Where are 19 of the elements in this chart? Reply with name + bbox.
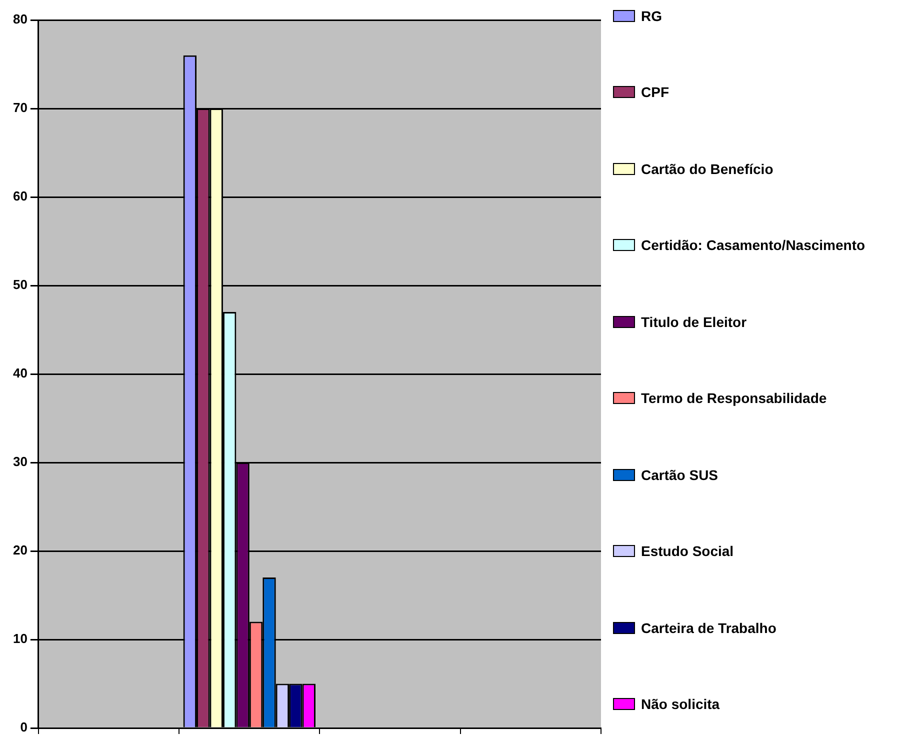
y-tick-label: 60	[12, 188, 28, 204]
y-tick-label: 80	[12, 12, 28, 27]
legend-label: Termo de Responsabilidade	[641, 390, 828, 406]
legend-label: RG	[641, 8, 663, 24]
legend-label: Carteira de Trabalho	[641, 620, 778, 636]
y-tick-label: 40	[12, 366, 28, 381]
y-tick-label: 50	[12, 277, 28, 292]
legend-label: CPF	[641, 84, 670, 100]
legend-label: Cartão do Benefício	[641, 160, 774, 177]
legend-label: Titulo de Eleitor	[641, 314, 748, 330]
legend-label: Certidão: Casamento/Nascimento	[641, 237, 866, 254]
y-tick-label: 20	[12, 542, 28, 558]
legend-label: Não solicita	[641, 696, 721, 712]
y-tick-label: 0	[20, 720, 28, 735]
y-tick-label: 10	[12, 631, 28, 646]
y-tick-label: 70	[12, 100, 28, 116]
y-tick-label: 30	[12, 454, 28, 470]
legend-label: Cartão SUS	[641, 466, 720, 483]
legend-label: Estudo Social	[641, 543, 735, 560]
